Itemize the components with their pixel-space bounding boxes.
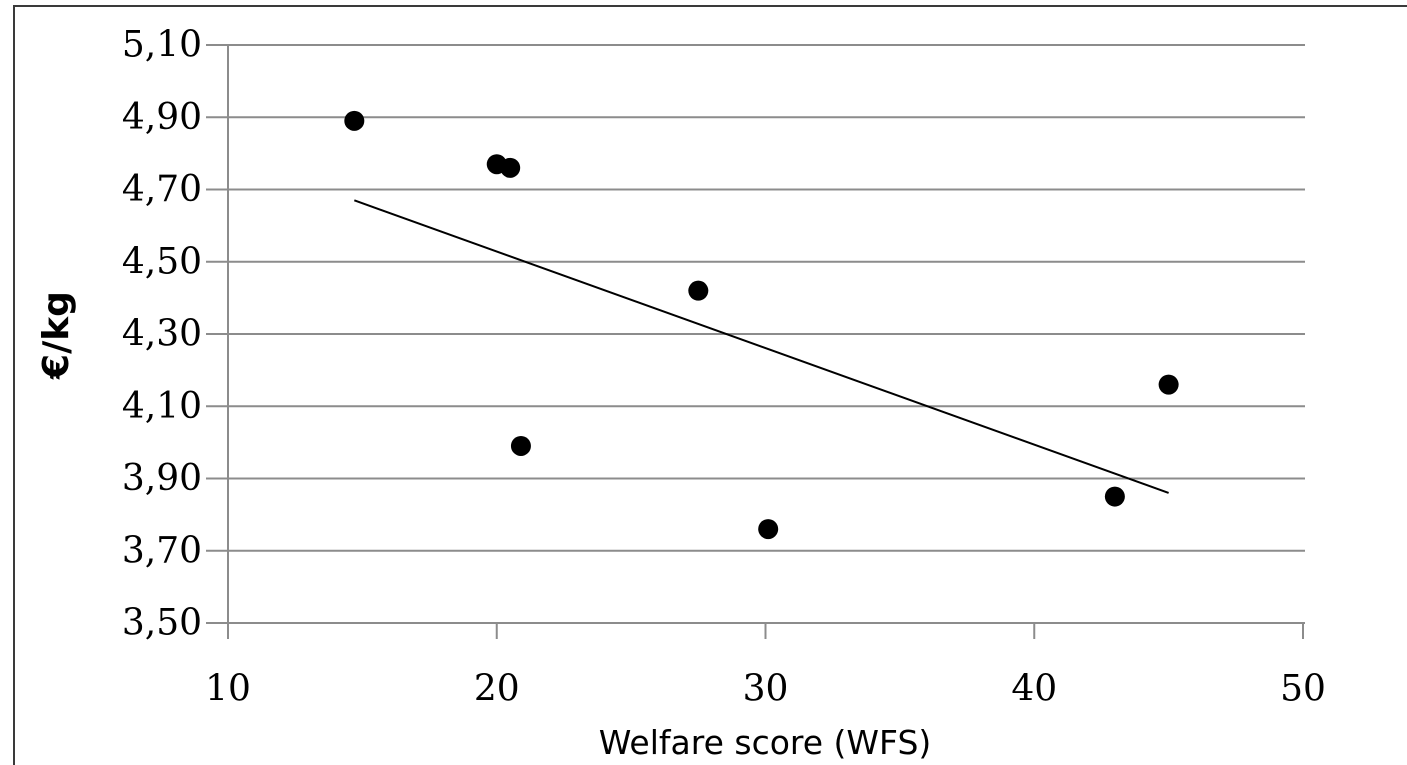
y-tick-label: 3,50 (122, 603, 202, 644)
y-tick-label: 4,50 (122, 241, 202, 282)
y-tick-label: 3,90 (122, 458, 202, 499)
x-tick-label: 50 (1280, 669, 1326, 710)
data-point (688, 280, 709, 301)
data-point (1158, 374, 1179, 395)
y-tick-label: 3,70 (122, 530, 202, 571)
trendline-layer (353, 199, 1169, 494)
y-axis-label: €/kg (36, 291, 77, 380)
x-tick-label: 20 (474, 669, 520, 710)
y-tick-label: 4,70 (122, 169, 202, 210)
y-tick-label: 4,30 (122, 314, 202, 355)
x-tick-labels: 10 20 30 40 50 (205, 669, 1326, 710)
data-point (510, 435, 531, 456)
x-tick-label: 30 (743, 669, 789, 710)
data-point (344, 110, 365, 131)
y-tick-label: 4,10 (122, 386, 202, 427)
y-tick-labels: 3,50 3,70 3,90 4,10 4,30 4,50 4,70 4,90 5,10 (122, 25, 202, 644)
x-axis-label: Welfare score (WFS) (599, 723, 932, 760)
x-tick-label: 40 (1011, 669, 1057, 710)
data-points (344, 110, 1179, 540)
y-tick-label: 5,10 (122, 25, 202, 66)
x-tick-label: 10 (205, 669, 251, 710)
data-point (758, 519, 779, 540)
data-point (500, 157, 521, 178)
trendline (353, 199, 1169, 494)
gridlines (228, 44, 1305, 552)
y-tick-label: 4,90 (122, 97, 202, 138)
axes (206, 44, 1305, 639)
data-point (1104, 486, 1125, 507)
